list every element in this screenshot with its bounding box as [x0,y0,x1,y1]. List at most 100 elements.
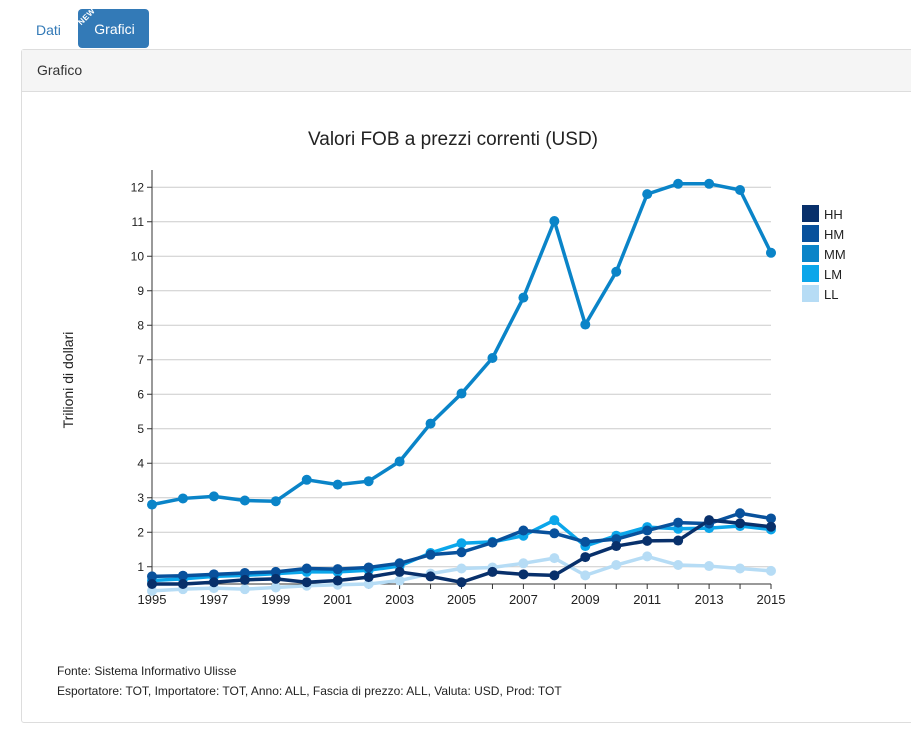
data-point [394,575,405,586]
data-point [704,178,715,189]
data-point [456,563,467,574]
data-point [673,560,684,571]
data-point [580,319,591,330]
data-point [735,563,746,574]
data-point [456,538,467,549]
legend-swatch-hh [802,205,819,222]
data-point [611,534,622,545]
x-tick-label: 2003 [385,592,414,607]
data-point [363,579,374,589]
x-tick-label: 1997 [199,592,228,607]
data-point [394,558,405,569]
data-point [239,495,250,506]
data-point [487,353,498,364]
series-ll [147,551,776,596]
data-point [301,577,312,588]
data-point [549,553,560,564]
legend-swatch-ll [802,285,819,302]
data-point [177,570,188,581]
data-point [673,517,684,528]
y-tick-label: 4 [137,456,144,470]
legend-label-hm: HM [824,227,844,242]
data-point [735,185,746,196]
data-point [270,573,281,584]
y-axis-label: Trilioni di dollari [60,332,76,429]
legend-swatch-mm [802,245,819,262]
data-point [363,476,374,487]
legend-swatch-lm [802,265,819,282]
data-point [239,567,250,578]
data-point [208,569,219,580]
tab-grafici-label: Grafici [94,21,135,37]
data-point [301,563,312,574]
y-tick-label: 6 [137,387,144,401]
data-point [580,552,591,563]
y-tick-label: 11 [132,215,145,229]
data-point [394,456,405,467]
data-point [270,496,281,507]
data-point [456,547,467,558]
y-tick-label: 1 [137,560,144,574]
y-tick-label: 9 [137,284,144,298]
data-point [580,570,591,581]
series-hh [147,515,776,589]
legend-label-lm: LM [824,267,842,282]
data-point [766,521,776,532]
tab-grafici[interactable]: NEW Grafici [78,9,149,48]
series-line-mm [151,182,773,507]
y-tick-label: 7 [137,353,144,367]
data-point [766,565,776,576]
panel-title: Grafico [22,50,911,92]
data-point [611,266,622,277]
data-point [332,564,343,575]
data-point [580,536,591,547]
data-point [177,493,188,504]
data-point [518,558,529,569]
data-point [642,189,653,200]
data-point [147,579,157,589]
chart-panel: Grafico Fonte: Sistema Informativo Uliss… [21,49,911,723]
data-point [239,574,250,585]
data-point [208,577,219,588]
x-tick-label: 2009 [571,592,600,607]
footer-source: Fonte: Sistema Informativo Ulisse [57,664,237,678]
data-point [735,518,746,529]
data-point [425,418,436,429]
data-point [704,515,715,526]
series-hm [147,508,776,582]
data-point [147,499,157,510]
data-point [611,541,622,552]
legend-label-ll: LL [824,287,838,302]
data-point [487,566,498,577]
y-tick-label: 3 [137,491,144,505]
x-tick-label: 2005 [447,592,476,607]
data-point [363,562,374,573]
data-point [394,566,405,577]
data-point [301,474,312,485]
y-tick-label: 5 [137,422,144,436]
y-tick-label: 10 [131,249,145,263]
data-point [270,566,281,577]
y-tick-label: 8 [137,318,144,332]
data-point [642,525,653,536]
series-group [147,178,776,596]
data-point [518,292,529,303]
data-point [735,508,746,519]
grid [152,186,771,568]
data-point [549,515,560,526]
data-point [239,584,250,595]
data-point [549,216,560,227]
data-point [270,582,281,593]
data-point [487,537,498,548]
data-point [332,479,343,490]
series-mm [147,178,776,510]
data-point [456,577,467,588]
data-point [518,569,529,580]
tab-dati[interactable]: Dati [36,22,61,38]
y-tick-label: 2 [137,525,144,539]
data-point [673,535,684,546]
data-point [611,560,622,571]
x-tick-label: 2011 [633,592,661,607]
footer-params: Esportatore: TOT, Importatore: TOT, Anno… [57,684,562,698]
data-point [642,535,653,546]
